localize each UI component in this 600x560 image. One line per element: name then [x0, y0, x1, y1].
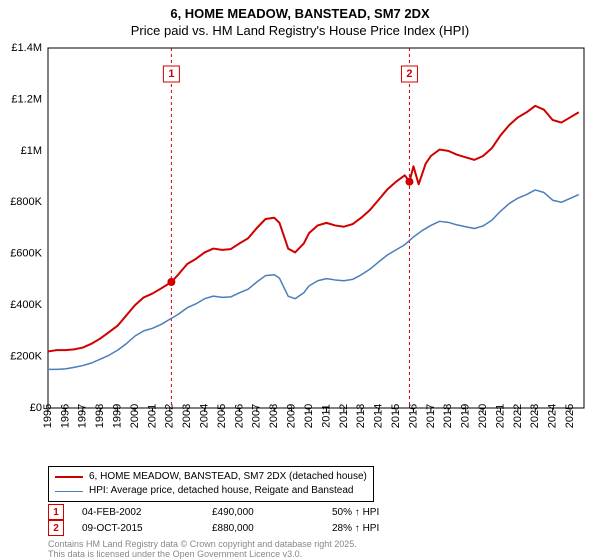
title-line2: Price paid vs. HM Land Registry's House … [0, 23, 600, 38]
svg-text:£1M: £1M [21, 145, 42, 157]
svg-text:2016: 2016 [407, 404, 419, 428]
svg-text:2015: 2015 [390, 404, 402, 428]
svg-text:2007: 2007 [251, 404, 263, 428]
svg-text:2010: 2010 [303, 404, 315, 428]
events-table: 1 04-FEB-2002 £490,000 50% ↑ HPI 2 09-OC… [48, 504, 452, 536]
svg-text:2020: 2020 [477, 404, 489, 428]
legend-swatch-hpi [55, 491, 83, 492]
svg-text:2025: 2025 [564, 404, 576, 428]
legend-item-hpi: HPI: Average price, detached house, Reig… [55, 484, 367, 498]
legend-label-hpi: HPI: Average price, detached house, Reig… [89, 484, 353, 498]
svg-text:1996: 1996 [59, 404, 71, 428]
svg-text:2022: 2022 [512, 404, 524, 428]
svg-text:£400K: £400K [10, 299, 42, 311]
legend-label-property: 6, HOME MEADOW, BANSTEAD, SM7 2DX (detac… [89, 470, 367, 484]
svg-text:2014: 2014 [373, 404, 385, 428]
event-price-2: £880,000 [212, 523, 332, 534]
svg-text:2024: 2024 [547, 404, 559, 428]
price-chart: 12 £0£200K£400K£600K£800K£1M£1.2M£1.4M 1… [48, 48, 584, 408]
legend-item-property: 6, HOME MEADOW, BANSTEAD, SM7 2DX (detac… [55, 470, 367, 484]
svg-text:2019: 2019 [460, 404, 472, 428]
svg-text:2005: 2005 [216, 404, 228, 428]
svg-text:£600K: £600K [10, 248, 42, 260]
svg-text:2011: 2011 [320, 404, 332, 428]
svg-text:2000: 2000 [129, 404, 141, 428]
svg-text:2006: 2006 [233, 404, 245, 428]
svg-text:£200K: £200K [10, 350, 42, 362]
event-marker-2: 2 [48, 520, 64, 536]
event-row-2: 2 09-OCT-2015 £880,000 28% ↑ HPI [48, 520, 452, 536]
svg-text:2009: 2009 [286, 404, 298, 428]
svg-text:2001: 2001 [146, 404, 158, 428]
footnote: Contains HM Land Registry data © Crown c… [48, 540, 357, 560]
legend: 6, HOME MEADOW, BANSTEAD, SM7 2DX (detac… [48, 466, 374, 502]
event-delta-1: 50% ↑ HPI [332, 507, 452, 518]
svg-text:2021: 2021 [494, 404, 506, 428]
event-date-1: 04-FEB-2002 [82, 507, 212, 518]
svg-text:1998: 1998 [94, 404, 106, 428]
footnote-line2: This data is licensed under the Open Gov… [48, 550, 357, 560]
svg-text:2013: 2013 [355, 404, 367, 428]
svg-text:2: 2 [406, 68, 412, 80]
title-line1: 6, HOME MEADOW, BANSTEAD, SM7 2DX [0, 6, 600, 21]
svg-text:2017: 2017 [425, 404, 437, 428]
svg-text:1995: 1995 [42, 404, 54, 428]
svg-text:2018: 2018 [442, 404, 454, 428]
event-marker-1: 1 [48, 504, 64, 520]
svg-text:2008: 2008 [268, 404, 280, 428]
svg-text:2002: 2002 [164, 404, 176, 428]
svg-text:£1.2M: £1.2M [11, 93, 42, 105]
event-row-1: 1 04-FEB-2002 £490,000 50% ↑ HPI [48, 504, 452, 520]
svg-text:2023: 2023 [529, 404, 541, 428]
legend-swatch-property [55, 476, 83, 478]
svg-text:£0: £0 [30, 402, 42, 414]
event-date-2: 09-OCT-2015 [82, 523, 212, 534]
svg-text:1999: 1999 [112, 404, 124, 428]
event-delta-2: 28% ↑ HPI [332, 523, 452, 534]
event-price-1: £490,000 [212, 507, 332, 518]
svg-text:£800K: £800K [10, 196, 42, 208]
svg-text:1: 1 [168, 68, 174, 80]
svg-text:2003: 2003 [181, 404, 193, 428]
svg-text:£1.4M: £1.4M [11, 42, 42, 54]
svg-text:2012: 2012 [338, 404, 350, 428]
svg-text:1997: 1997 [77, 404, 89, 428]
svg-text:2004: 2004 [199, 404, 211, 428]
